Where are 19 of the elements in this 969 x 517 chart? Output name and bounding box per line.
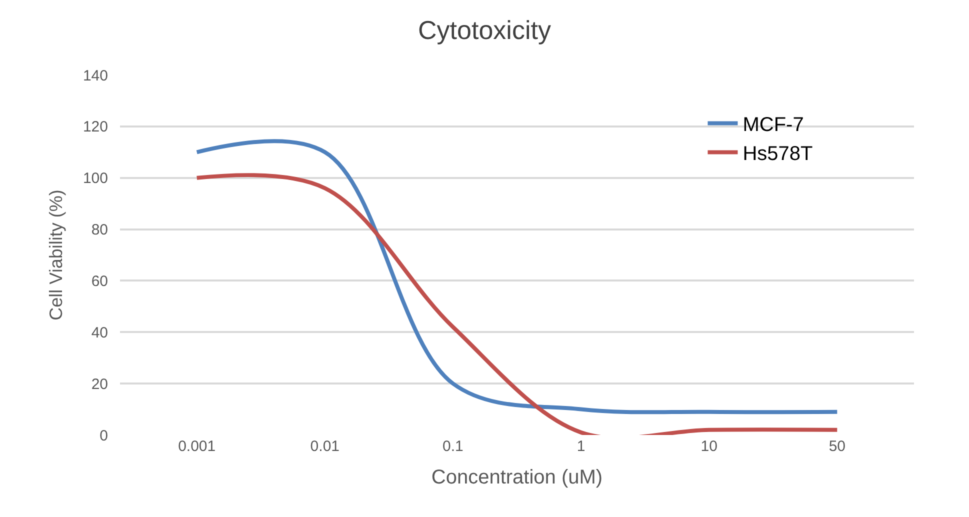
y-tick-label: 140 — [82, 67, 108, 84]
x-tick-label: 0.1 — [442, 438, 464, 455]
x-axis-title: Concentration (uM) — [431, 466, 603, 488]
y-tick-label: 0 — [100, 427, 108, 444]
x-tick-label: 10 — [700, 438, 718, 455]
legend-label: Hs578T — [742, 143, 813, 166]
x-tick-label: 1 — [576, 438, 586, 455]
y-tick-label: 80 — [91, 222, 108, 239]
x-tick-label: 0.01 — [310, 438, 340, 455]
y-axis-title: Cell Viability (%) — [46, 190, 66, 320]
chart-title: Cytotoxicity — [418, 14, 551, 45]
y-tick-label: 100 — [82, 170, 108, 188]
legend-label: MCF-7 — [742, 114, 804, 136]
y-tick-label: 60 — [91, 272, 108, 290]
x-tick-label: 0.001 — [178, 438, 216, 455]
y-tick-label: 20 — [91, 376, 108, 393]
x-tick-label: 50 — [828, 438, 846, 455]
y-tick-label: 40 — [91, 324, 108, 342]
y-tick-label: 120 — [82, 118, 108, 136]
